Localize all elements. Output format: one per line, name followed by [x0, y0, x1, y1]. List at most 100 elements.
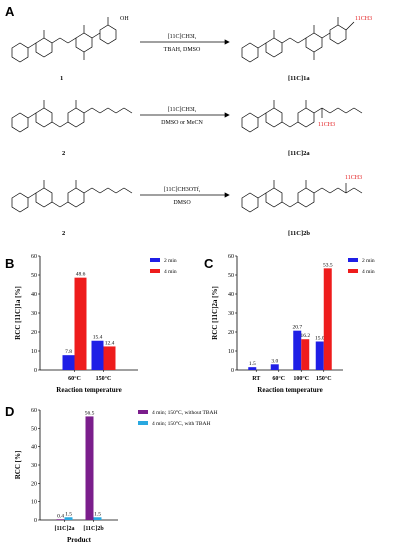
- x-tick-label: [11C]2b: [83, 526, 104, 532]
- y-tick-label: 50: [31, 426, 37, 432]
- ester-methyl-label: 11CH3: [355, 16, 372, 22]
- x-tick-label: [11C]2a: [55, 526, 75, 532]
- data-label: 48.6: [76, 272, 86, 278]
- data-label: 0.4: [57, 513, 64, 519]
- y-tick-label: 10: [31, 349, 37, 355]
- bar: [323, 268, 332, 370]
- x-tick-label: RT: [252, 376, 260, 382]
- bar: [301, 339, 310, 370]
- reagent-2-line2: DMSO or MeCN: [161, 120, 203, 126]
- y-axis-label: RCC [%]: [14, 451, 22, 480]
- legend-label: 4 min: [164, 269, 177, 275]
- legend-swatch: [138, 421, 148, 425]
- data-label: 56.5: [85, 410, 95, 416]
- product-2b-label: [11C]2b: [288, 230, 310, 237]
- bar: [62, 355, 75, 370]
- data-label: 15.0: [315, 336, 325, 342]
- chart-c: 0 10 20 30 40 50 60 1.5 RT 3.0 60°C 20.7 16.2 100°C 15…: [211, 254, 375, 394]
- y-tick-label: 20: [31, 481, 37, 487]
- reagent-2-line1: [11C]CH3I,: [168, 107, 197, 113]
- bar: [93, 517, 102, 520]
- panel-label-b: B: [5, 256, 14, 271]
- reactant-2-label: 2: [62, 150, 65, 157]
- y-tick-label: 60: [31, 408, 37, 414]
- y-tick-label: 10: [31, 500, 37, 506]
- x-tick-label: 60°C: [68, 375, 81, 382]
- data-label: 7.8: [65, 349, 72, 355]
- product-1a-label: [11C]1a: [288, 75, 310, 82]
- y-tick-label: 30: [228, 311, 234, 317]
- reactant-1-label: 1: [60, 75, 63, 82]
- legend-label: 4 min; 150°C, without TBAH: [152, 409, 218, 416]
- bar: [248, 367, 257, 370]
- x-axis-label: Reaction temperature: [56, 386, 121, 394]
- amide-methyl-label: 11CH3: [345, 175, 362, 181]
- x-tick-label: 150°C: [316, 375, 332, 382]
- bar: [91, 340, 104, 370]
- y-tick-label: 50: [31, 273, 37, 279]
- y-tick-label: 20: [228, 330, 234, 336]
- legend-label: 2 min: [164, 258, 177, 264]
- product-2a-label: [11C]2a: [288, 150, 310, 157]
- y-tick-label: 40: [228, 292, 234, 298]
- y-tick-label: 30: [31, 463, 37, 469]
- x-tick-label: 100°C: [293, 375, 309, 382]
- y-tick-label: 0: [34, 518, 37, 524]
- panel-label-d: D: [5, 404, 14, 419]
- legend-label: 4 min: [362, 269, 375, 275]
- x-tick-label: 60°C: [272, 375, 285, 382]
- acid-oh-label: OH: [120, 16, 129, 22]
- y-tick-label: 60: [228, 254, 234, 260]
- y-tick-label: 40: [31, 445, 37, 451]
- y-tick-label: 30: [31, 311, 37, 317]
- x-tick-label: 150°C: [96, 375, 112, 382]
- y-tick-label: 10: [228, 349, 234, 355]
- x-axis-label: Product: [67, 536, 92, 544]
- data-label: 12.4: [105, 340, 115, 346]
- y-tick-label: 60: [31, 254, 37, 260]
- bar: [85, 416, 94, 520]
- data-label: 1.5: [65, 511, 72, 517]
- y-tick-label: 0: [231, 368, 234, 374]
- panel-label-c: C: [204, 256, 214, 271]
- legend-label: 4 min; 150°C, with TBAH: [152, 420, 211, 427]
- reaction-scheme: 1 OH [11C]1a 11CH3: [11, 16, 372, 237]
- reagent-1-line1: [11C]CH3I,: [168, 34, 197, 40]
- y-axis-label: RCC [11C]1a [%]: [14, 286, 22, 340]
- y-tick-label: 40: [31, 292, 37, 298]
- bar: [56, 519, 65, 520]
- y-tick-label: 0: [34, 368, 37, 374]
- reactant-2-structure: [11, 100, 133, 133]
- data-label: 53.5: [323, 262, 333, 268]
- panel-label-a: A: [5, 4, 15, 19]
- reactant-2-label-row3: 2: [62, 230, 65, 237]
- bar: [74, 277, 87, 370]
- data-label: 20.7: [292, 325, 302, 331]
- data-label: 15.4: [93, 335, 103, 341]
- reagent-3-line1: [11C]CH3OTf,: [164, 186, 201, 193]
- product-2b-structure: [241, 180, 363, 213]
- reactant-2-structure-row3: [11, 180, 133, 213]
- amine-methyl-label: 11CH3: [318, 122, 335, 128]
- y-tick-label: 50: [228, 273, 234, 279]
- y-tick-label: 20: [31, 330, 37, 336]
- data-label: 1.5: [249, 361, 256, 367]
- bar: [64, 517, 73, 520]
- y-axis-label: RCC [11C]2a [%]: [211, 286, 219, 340]
- data-label: 16.2: [300, 333, 310, 339]
- reactant-1-structure: [11, 17, 117, 63]
- legend-swatch: [348, 269, 358, 273]
- reagent-3-line2: DMSO: [173, 200, 191, 206]
- legend-swatch: [150, 269, 160, 273]
- bar: [315, 341, 324, 370]
- legend-swatch: [138, 410, 148, 414]
- bar: [270, 364, 279, 370]
- legend-label: 2 min: [362, 258, 375, 264]
- data-label: 3.0: [271, 358, 278, 364]
- legend-swatch: [150, 258, 160, 262]
- bar: [103, 346, 116, 370]
- x-axis-label: Reaction temperature: [257, 386, 322, 394]
- data-label: 1.5: [94, 511, 101, 517]
